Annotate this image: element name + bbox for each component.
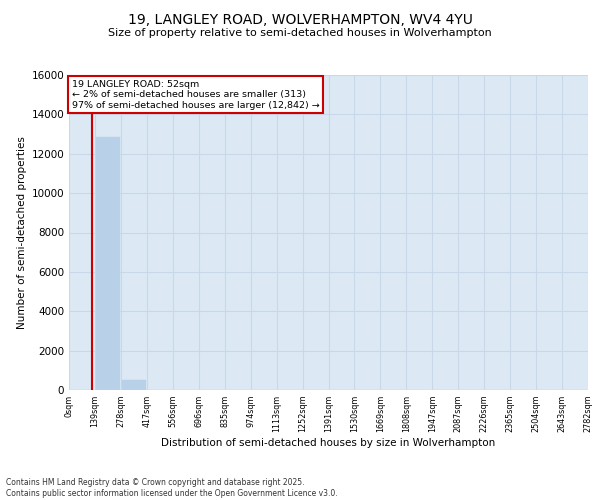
Bar bbox=[96, 137, 120, 390]
Y-axis label: Number of semi-detached properties: Number of semi-detached properties bbox=[17, 136, 27, 329]
Bar bbox=[122, 380, 146, 390]
X-axis label: Distribution of semi-detached houses by size in Wolverhampton: Distribution of semi-detached houses by … bbox=[161, 438, 496, 448]
Text: 19, LANGLEY ROAD, WOLVERHAMPTON, WV4 4YU: 19, LANGLEY ROAD, WOLVERHAMPTON, WV4 4YU bbox=[128, 12, 472, 26]
Text: 19 LANGLEY ROAD: 52sqm
← 2% of semi-detached houses are smaller (313)
97% of sem: 19 LANGLEY ROAD: 52sqm ← 2% of semi-deta… bbox=[71, 80, 319, 110]
Text: Size of property relative to semi-detached houses in Wolverhampton: Size of property relative to semi-detach… bbox=[108, 28, 492, 38]
Text: Contains HM Land Registry data © Crown copyright and database right 2025.
Contai: Contains HM Land Registry data © Crown c… bbox=[6, 478, 338, 498]
